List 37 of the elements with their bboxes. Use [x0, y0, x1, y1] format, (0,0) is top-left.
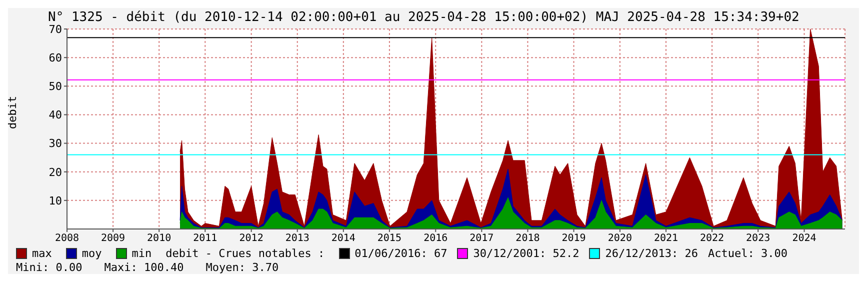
x-tick-label: 2021 [654, 233, 678, 244]
text: Moyen: 3.70 [206, 261, 279, 274]
text: Maxi: 100.40 [104, 261, 184, 274]
x-tick-label: 2010 [147, 233, 172, 244]
x-tick-label: 2009 [101, 233, 126, 244]
x-tick-label: 2016 [424, 233, 448, 244]
x-tick-label: 2017 [470, 233, 494, 244]
y-tick-label: 60 [48, 51, 62, 64]
legend-label: min [130, 247, 152, 260]
legend-label: 26/12/2013: 26 [604, 247, 698, 260]
text: Actuel: 3.00 [708, 247, 788, 260]
y-tick-label: 10 [48, 194, 62, 208]
legend-label: max [31, 247, 52, 260]
x-tick-label: 2023 [746, 233, 770, 244]
y-axis-title: debit [6, 96, 19, 129]
x-tick-label: 2012 [239, 233, 264, 244]
text: Mini: 0.00 [16, 261, 82, 274]
x-tick-label: 2019 [562, 233, 586, 244]
chart-title: N° 1325 - débit (du 2010-12-14 02:00:00+01 au 2025-04-28 15:00:00+02) MAJ 2025-04-28 15:34:39+02 [48, 10, 800, 25]
y-tick-label: 20 [48, 166, 62, 179]
x-tick-label: 2024 [792, 233, 816, 244]
y-tick-label: 30 [48, 137, 62, 150]
legend-label: 30/12/2001: 52.2 [472, 247, 580, 260]
x-tick-label: 2014 [331, 233, 356, 244]
x-tick-label: 2022 [700, 233, 724, 244]
y-tick-label: 50 [48, 80, 62, 94]
legend-label: moy [80, 247, 102, 260]
text: debit - Crues notables : [166, 247, 325, 260]
x-tick-label: 2013 [285, 233, 310, 244]
y-tick-label: 70 [48, 22, 62, 36]
x-tick-label: 2011 [193, 233, 218, 244]
y-tick-label: 40 [48, 108, 62, 122]
x-tick-label: 2015 [377, 233, 402, 244]
x-tick-label: 2018 [516, 233, 540, 244]
legend-label: 01/06/2016: 67 [354, 247, 448, 260]
x-tick-label: 2020 [608, 233, 632, 244]
x-tick-label: 2008 [54, 233, 80, 244]
